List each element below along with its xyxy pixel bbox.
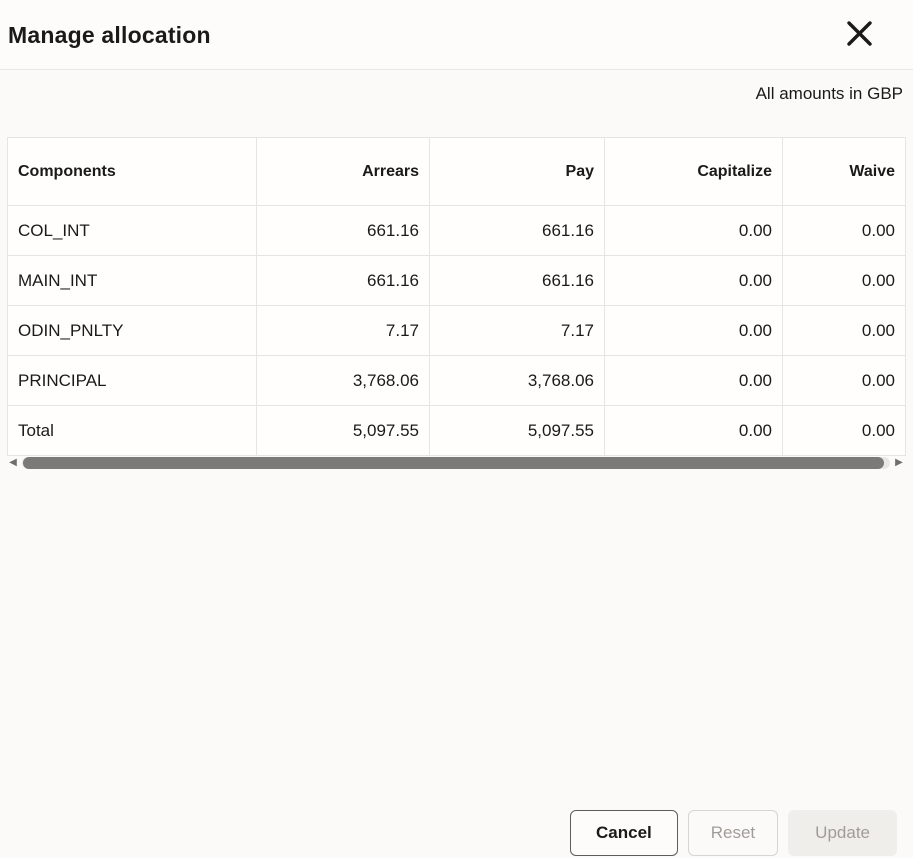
dialog-footer: Cancel Reset Update bbox=[570, 810, 897, 856]
cell-waive: 0.00 bbox=[782, 255, 906, 306]
cell-arrears: 3,768.06 bbox=[256, 355, 430, 406]
scrollbar-track[interactable] bbox=[22, 456, 890, 469]
cell-arrears: 661.16 bbox=[256, 205, 430, 256]
cell-capitalize: 0.00 bbox=[604, 355, 783, 406]
column-header-pay: Pay bbox=[429, 137, 605, 206]
cell-capitalize: 0.00 bbox=[604, 205, 783, 256]
cell-pay: 661.16 bbox=[429, 255, 605, 306]
cell-capitalize: 0.00 bbox=[604, 255, 783, 306]
cell-component: PRINCIPAL bbox=[7, 355, 257, 406]
cell-pay: 7.17 bbox=[429, 305, 605, 356]
cancel-button[interactable]: Cancel bbox=[570, 810, 678, 856]
close-icon bbox=[846, 20, 873, 50]
dialog-title: Manage allocation bbox=[8, 21, 211, 48]
table-row: ODIN_PNLTY 7.17 7.17 0.00 0.00 bbox=[7, 305, 906, 356]
cell-waive: 0.00 bbox=[782, 205, 906, 256]
column-header-arrears: Arrears bbox=[256, 137, 430, 206]
cell-arrears: 5,097.55 bbox=[256, 405, 430, 456]
table-header-row: Components Arrears Pay Capitalize Waive bbox=[7, 137, 906, 206]
cell-capitalize: 0.00 bbox=[604, 305, 783, 356]
allocation-table: Components Arrears Pay Capitalize Waive … bbox=[7, 137, 906, 456]
scroll-right-arrow-icon[interactable]: ▶ bbox=[893, 454, 905, 471]
cell-waive: 0.00 bbox=[782, 405, 906, 456]
update-button[interactable]: Update bbox=[788, 810, 897, 856]
dialog-header: Manage allocation bbox=[0, 0, 913, 70]
cell-component: Total bbox=[7, 405, 257, 456]
column-header-waive: Waive bbox=[782, 137, 906, 206]
currency-note: All amounts in GBP bbox=[755, 84, 903, 103]
cell-component: ODIN_PNLTY bbox=[7, 305, 257, 356]
cell-waive: 0.00 bbox=[782, 355, 906, 406]
cell-pay: 3,768.06 bbox=[429, 355, 605, 406]
scrollbar-thumb[interactable] bbox=[23, 456, 884, 469]
table-row: PRINCIPAL 3,768.06 3,768.06 0.00 0.00 bbox=[7, 355, 906, 406]
cell-component: MAIN_INT bbox=[7, 255, 257, 306]
horizontal-scrollbar[interactable]: ◀ ▶ bbox=[7, 454, 905, 471]
column-header-capitalize: Capitalize bbox=[604, 137, 783, 206]
scroll-left-arrow-icon[interactable]: ◀ bbox=[7, 454, 19, 471]
table-row-total: Total 5,097.55 5,097.55 0.00 0.00 bbox=[7, 405, 906, 456]
table-row: MAIN_INT 661.16 661.16 0.00 0.00 bbox=[7, 255, 906, 306]
reset-button[interactable]: Reset bbox=[687, 810, 779, 856]
cell-component: COL_INT bbox=[7, 205, 257, 256]
close-button[interactable] bbox=[839, 15, 879, 55]
cell-pay: 661.16 bbox=[429, 205, 605, 256]
cell-capitalize: 0.00 bbox=[604, 405, 783, 456]
cell-pay: 5,097.55 bbox=[429, 405, 605, 456]
column-header-components: Components bbox=[7, 137, 257, 206]
cell-arrears: 661.16 bbox=[256, 255, 430, 306]
table-row: COL_INT 661.16 661.16 0.00 0.00 bbox=[7, 205, 906, 256]
cell-waive: 0.00 bbox=[782, 305, 906, 356]
cell-arrears: 7.17 bbox=[256, 305, 430, 356]
